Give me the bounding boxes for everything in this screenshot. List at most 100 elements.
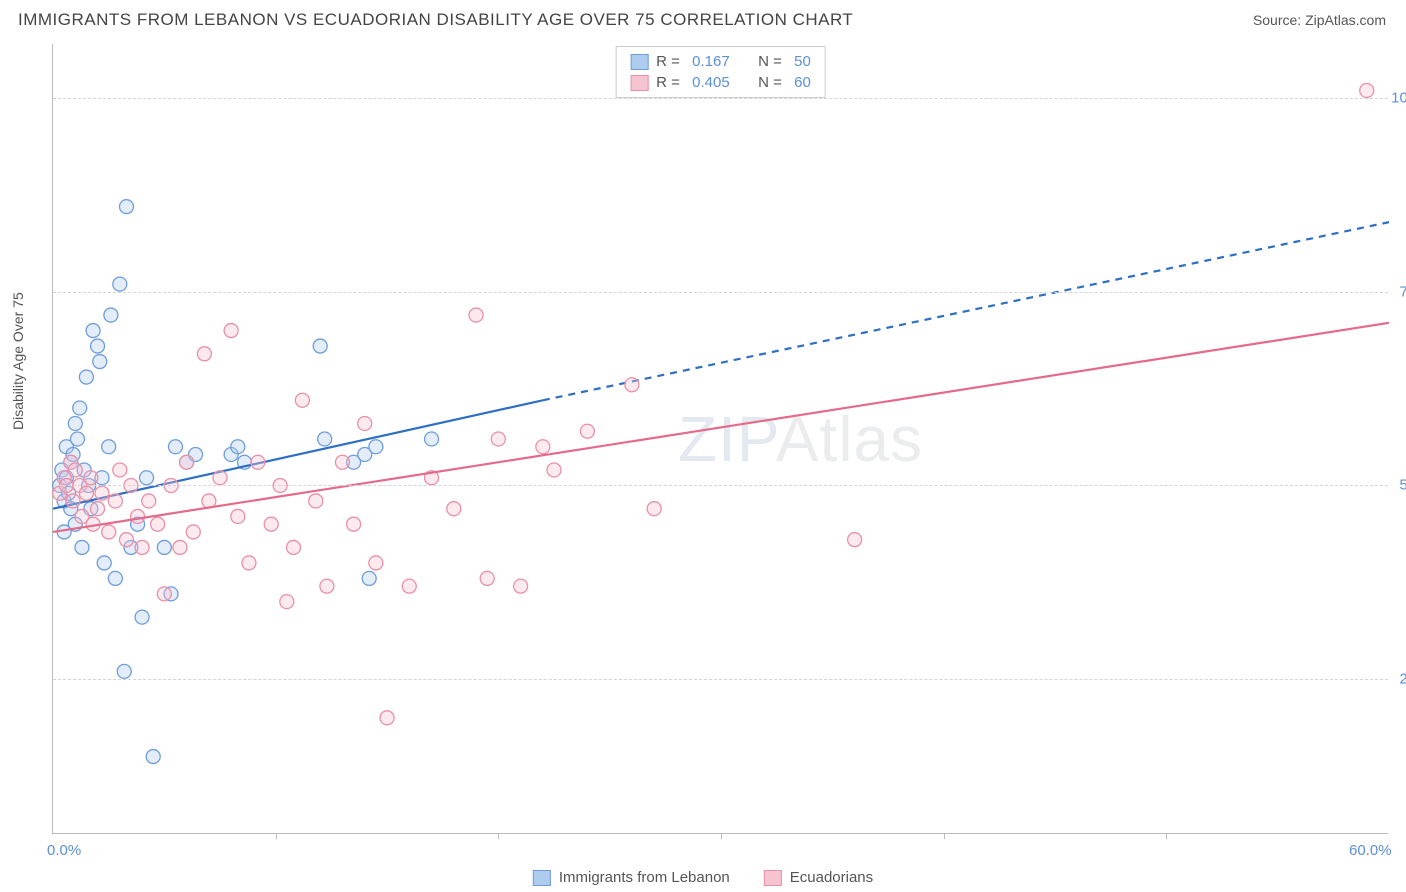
data-point bbox=[286, 540, 300, 554]
data-point bbox=[224, 324, 238, 338]
data-point bbox=[231, 440, 245, 454]
series-legend-label: Immigrants from Lebanon bbox=[559, 869, 730, 886]
header: IMMIGRANTS FROM LEBANON VS ECUADORIAN DI… bbox=[0, 0, 1406, 36]
data-point bbox=[536, 440, 550, 454]
data-point bbox=[280, 595, 294, 609]
data-point bbox=[93, 355, 107, 369]
data-point bbox=[73, 401, 87, 415]
data-point bbox=[135, 610, 149, 624]
data-point bbox=[335, 455, 349, 469]
data-point bbox=[113, 277, 127, 291]
data-point bbox=[480, 571, 494, 585]
chart-plot-area: R =0.167N =50R =0.405N =60 ZIPAtlas 25.0… bbox=[52, 44, 1388, 834]
data-point bbox=[231, 509, 245, 523]
data-point bbox=[66, 494, 80, 508]
data-point bbox=[91, 339, 105, 353]
data-point bbox=[197, 347, 211, 361]
data-point bbox=[369, 556, 383, 570]
data-point bbox=[168, 440, 182, 454]
data-point bbox=[186, 525, 200, 539]
data-point bbox=[104, 308, 118, 322]
data-point bbox=[295, 393, 309, 407]
data-point bbox=[142, 494, 156, 508]
data-point bbox=[469, 308, 483, 322]
y-axis-label: Disability Age Over 75 bbox=[10, 292, 26, 430]
data-point bbox=[79, 486, 93, 500]
data-point bbox=[68, 417, 82, 431]
data-point bbox=[131, 509, 145, 523]
data-point bbox=[117, 664, 131, 678]
data-point bbox=[1360, 83, 1374, 97]
data-point bbox=[402, 579, 416, 593]
data-point bbox=[447, 502, 461, 516]
x-tick-label: 60.0% bbox=[1349, 842, 1392, 859]
data-point bbox=[647, 502, 661, 516]
data-point bbox=[213, 471, 227, 485]
data-point bbox=[320, 579, 334, 593]
data-point bbox=[79, 370, 93, 384]
regression-line-dashed bbox=[543, 222, 1389, 400]
gridline bbox=[53, 679, 1388, 680]
series-legend-item: Ecuadorians bbox=[764, 869, 873, 886]
data-point bbox=[547, 463, 561, 477]
data-point bbox=[108, 571, 122, 585]
data-point bbox=[91, 502, 105, 516]
data-point bbox=[173, 540, 187, 554]
gridline bbox=[53, 485, 1388, 486]
x-minor-tick bbox=[498, 833, 499, 839]
data-point bbox=[113, 463, 127, 477]
y-tick-label: 100.0% bbox=[1391, 90, 1406, 107]
data-point bbox=[491, 432, 505, 446]
data-point bbox=[580, 424, 594, 438]
data-point bbox=[380, 711, 394, 725]
y-tick-label: 50.0% bbox=[1399, 477, 1406, 494]
data-point bbox=[625, 378, 639, 392]
data-point bbox=[318, 432, 332, 446]
data-point bbox=[151, 517, 165, 531]
source-name: ZipAtlas.com bbox=[1305, 12, 1386, 28]
data-point bbox=[108, 494, 122, 508]
data-point bbox=[157, 587, 171, 601]
data-point bbox=[97, 556, 111, 570]
x-minor-tick bbox=[721, 833, 722, 839]
data-point bbox=[84, 471, 98, 485]
source-prefix: Source: bbox=[1253, 12, 1305, 28]
regression-line bbox=[53, 323, 1389, 532]
data-point bbox=[70, 432, 84, 446]
chart-title: IMMIGRANTS FROM LEBANON VS ECUADORIAN DI… bbox=[18, 10, 853, 30]
x-minor-tick bbox=[1166, 833, 1167, 839]
data-point bbox=[75, 540, 89, 554]
data-point bbox=[119, 200, 133, 214]
data-point bbox=[251, 455, 265, 469]
data-point bbox=[68, 463, 82, 477]
data-point bbox=[146, 750, 160, 764]
data-point bbox=[358, 417, 372, 431]
data-point bbox=[514, 579, 528, 593]
y-tick-label: 25.0% bbox=[1399, 671, 1406, 688]
x-tick-label: 0.0% bbox=[47, 842, 81, 859]
data-point bbox=[425, 432, 439, 446]
gridline bbox=[53, 292, 1388, 293]
x-minor-tick bbox=[276, 833, 277, 839]
data-point bbox=[347, 517, 361, 531]
legend-swatch bbox=[533, 870, 551, 886]
legend-swatch bbox=[764, 870, 782, 886]
series-legend-item: Immigrants from Lebanon bbox=[533, 869, 730, 886]
data-point bbox=[369, 440, 383, 454]
data-point bbox=[135, 540, 149, 554]
data-point bbox=[362, 571, 376, 585]
x-minor-tick bbox=[944, 833, 945, 839]
regression-line bbox=[53, 400, 543, 508]
source-attribution: Source: ZipAtlas.com bbox=[1253, 12, 1386, 28]
data-point bbox=[140, 471, 154, 485]
data-point bbox=[242, 556, 256, 570]
series-legend-label: Ecuadorians bbox=[790, 869, 873, 886]
data-point bbox=[102, 440, 116, 454]
data-point bbox=[264, 517, 278, 531]
data-point bbox=[848, 533, 862, 547]
data-point bbox=[157, 540, 171, 554]
y-tick-label: 75.0% bbox=[1399, 283, 1406, 300]
data-point bbox=[102, 525, 116, 539]
scatter-svg bbox=[53, 44, 1388, 833]
data-point bbox=[95, 486, 109, 500]
